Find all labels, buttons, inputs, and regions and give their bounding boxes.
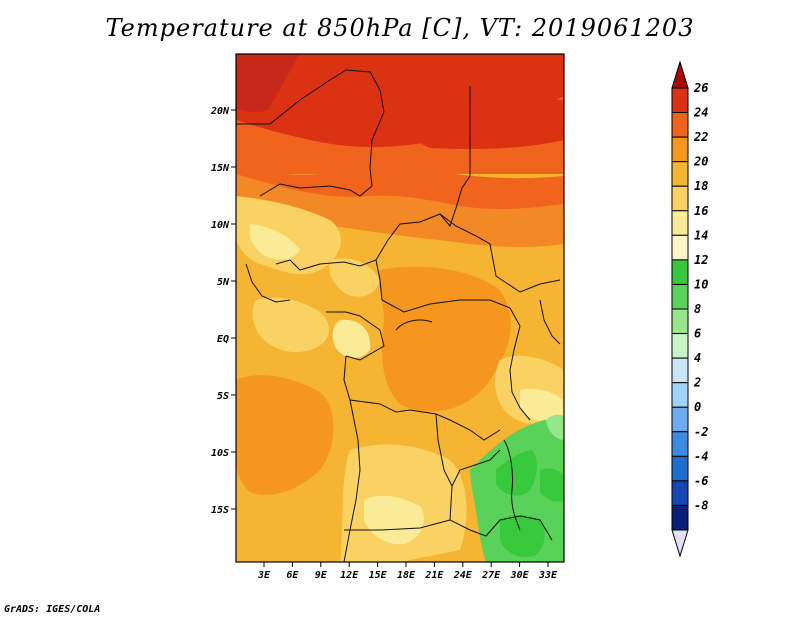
lat-label: EQ: [217, 334, 229, 345]
colorbar-swatch: [671, 283, 689, 310]
colorbar-swatch: [671, 259, 689, 285]
colorbar-label: 24: [693, 106, 708, 120]
latitude-axis: 20N 15N 10N 5N EQ 5S 10S 15S: [210, 106, 236, 516]
colorbar-swatch: [671, 112, 689, 138]
colorbar-label: 12: [694, 253, 708, 267]
lon-label: 24E: [453, 570, 473, 581]
lat-label: 5N: [217, 277, 230, 288]
colorbar-max-triangle: [671, 60, 689, 89]
lat-label: 15N: [211, 163, 230, 174]
colorbar-label: -4: [694, 449, 708, 463]
map-frame: [235, 53, 565, 563]
colorbar-label: -8: [694, 498, 708, 512]
lat-label: 10S: [211, 448, 229, 459]
lon-label: 21E: [424, 570, 444, 581]
colorbar-swatch: [671, 480, 689, 506]
lon-label: 33E: [538, 570, 558, 581]
lon-label: 12E: [340, 570, 359, 581]
colorbar-label: 0: [694, 400, 701, 414]
colorbar-label: 16: [694, 204, 708, 218]
colorbar-swatch: [671, 382, 689, 408]
lon-label: 9E: [315, 570, 328, 581]
colorbar-swatch: [671, 136, 689, 163]
colorbar-swatch: [671, 308, 689, 335]
lon-label: 27E: [481, 570, 501, 581]
colorbar-swatch: [671, 333, 689, 359]
colorbar-swatch: [671, 234, 689, 261]
colorbar-label: 26: [693, 81, 708, 95]
colorbar-label: 14: [694, 228, 708, 242]
lat-label: 5S: [217, 391, 229, 402]
colorbar-swatch: [671, 210, 689, 236]
colorbar-label: 6: [694, 327, 701, 341]
longitude-axis: 3E 6E 9E 12E 15E 18E 21E 24E 27E 30E 33E: [257, 562, 558, 581]
lat-label: 15S: [211, 505, 229, 516]
credit-text: GrADS: IGES/COLA: [4, 604, 101, 615]
colorbar-label: -6: [694, 474, 708, 488]
lat-label: 20N: [210, 106, 230, 117]
colorbar-swatch: [671, 406, 689, 433]
lat-label: 10N: [211, 220, 230, 231]
lon-label: 30E: [510, 570, 530, 581]
colorbar-label: 2: [693, 376, 701, 390]
colorbar-label: -2: [694, 425, 708, 439]
lon-label: 18E: [397, 570, 416, 581]
colorbar-swatch: [671, 455, 689, 482]
lon-label: 6E: [286, 570, 299, 581]
colorbar-label: 22: [693, 130, 708, 144]
colorbar-swatch: [671, 185, 689, 212]
colorbar-swatch: [671, 504, 689, 531]
colorbar-min-triangle: [671, 529, 689, 558]
colorbar-label: 18: [694, 179, 708, 193]
lon-label: 15E: [369, 570, 388, 581]
colorbar-swatch: [671, 357, 689, 384]
colorbar-label: 20: [693, 155, 708, 169]
map-title: Temperature at 850hPa [C], VT: 201906120…: [105, 14, 695, 42]
colorbar-swatch: [671, 431, 689, 457]
colorbar-label: 10: [694, 277, 708, 291]
colorbar-swatch: [671, 161, 689, 187]
country-borders: [236, 69, 561, 562]
colorbar-label: 8: [694, 302, 701, 316]
colorbar-label: 4: [694, 351, 701, 365]
lon-label: 3E: [257, 570, 271, 581]
temperature-field: [236, 54, 564, 562]
colorbar-swatch: [671, 87, 689, 114]
